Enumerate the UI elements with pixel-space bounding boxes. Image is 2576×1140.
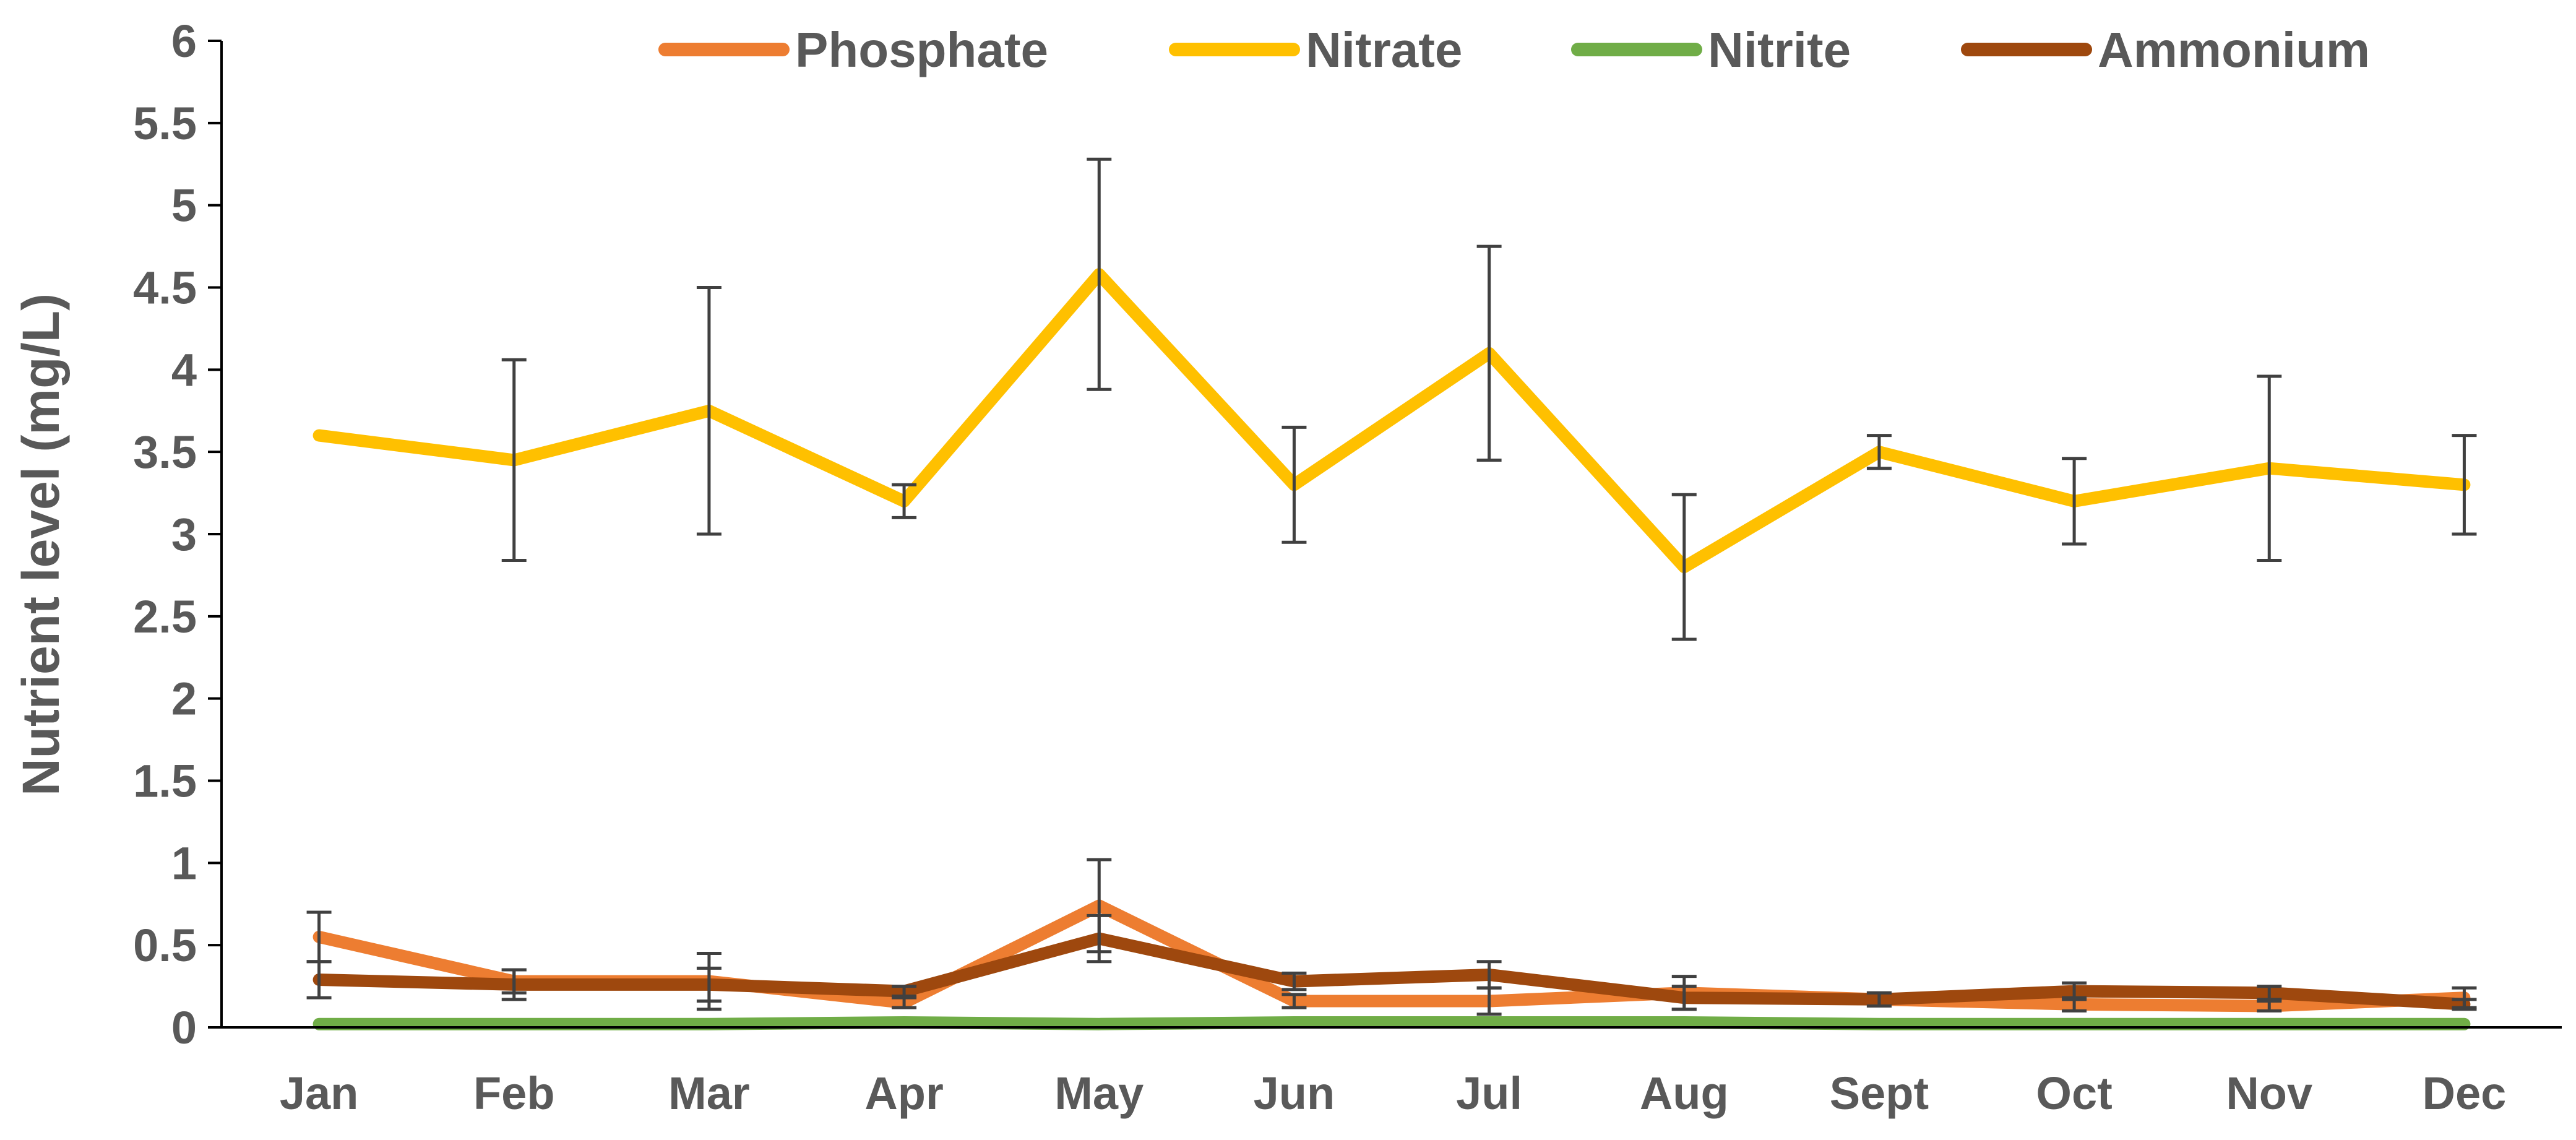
legend-label: Ammonium xyxy=(2098,22,2370,77)
x-tick-label: Mar xyxy=(668,1068,750,1119)
x-tick-label: Jan xyxy=(280,1068,359,1119)
x-tick-labels: Jan Feb Mar Apr May Jun Jul Aug Sept Oct Nov Dec xyxy=(280,1068,2506,1119)
legend-label: Nitrate xyxy=(1306,22,1462,77)
legend: Phosphate Nitrate Nitrite Ammonium xyxy=(658,22,2370,77)
x-tick-label: Dec xyxy=(2423,1068,2507,1119)
y-tick-labels: 0 0.5 1 1.5 2 2.5 3 3.5 4 4.5 5 5.5 6 xyxy=(133,15,197,1053)
error-bar-ammonium xyxy=(1866,991,1892,1008)
y-tick-label: 2 xyxy=(171,673,197,725)
x-tick-label: Nov xyxy=(2226,1068,2312,1119)
error-bar-ammonium xyxy=(1476,960,1502,990)
y-tick-label: 1.5 xyxy=(133,756,197,807)
y-tick-label: 3 xyxy=(171,509,197,560)
error-bar-nitrate xyxy=(501,358,527,563)
x-tick-label: Jun xyxy=(1254,1068,1335,1119)
error-bar-ammonium xyxy=(696,966,722,1003)
error-bar-nitrate xyxy=(1671,493,1697,641)
y-tick-label: 1 xyxy=(171,837,197,889)
error-bar-nitrate xyxy=(696,286,722,536)
legend-item-ammonium: Ammonium xyxy=(1961,22,2370,77)
y-tick-label: 6 xyxy=(171,15,197,67)
x-tick-label: Aug xyxy=(1640,1068,1729,1119)
error-bar-nitrate xyxy=(2257,374,2282,563)
error-bar-ammonium xyxy=(306,960,332,1000)
error-bar-nitrate xyxy=(1282,425,1307,544)
error-bar-nitrate xyxy=(2062,457,2087,546)
x-tick-label: Sept xyxy=(1830,1068,1929,1119)
x-tick-label: Jul xyxy=(1456,1068,1522,1119)
axes-layer xyxy=(208,40,2562,1029)
error-bar-ammonium xyxy=(501,968,527,1001)
y-tick-label: 4 xyxy=(171,344,197,395)
series-line-nitrite xyxy=(312,1016,2471,1030)
error-bar-nitrate xyxy=(1866,434,1892,470)
y-tick-label: 5 xyxy=(171,180,197,231)
error-bar-phosphate xyxy=(892,996,917,1009)
series-line-nitrate xyxy=(312,268,2471,574)
y-tick-label: 2.5 xyxy=(133,591,197,642)
error-bar-nitrate xyxy=(1476,244,1502,462)
legend-item-phosphate: Phosphate xyxy=(658,22,1048,77)
error-bar-nitrate xyxy=(1087,157,1112,391)
error-bar-nitrate xyxy=(2452,434,2477,536)
error-bar-ammonium xyxy=(2257,985,2282,1001)
y-tick-label: 3.5 xyxy=(133,426,197,478)
legend-item-nitrate: Nitrate xyxy=(1169,22,1462,77)
x-tick-label: Oct xyxy=(2036,1068,2112,1119)
error-bar-ammonium xyxy=(892,985,917,998)
error-bar-ammonium xyxy=(1087,913,1112,964)
error-bar-layer xyxy=(306,157,2477,1016)
series-line-ammonium xyxy=(312,932,2471,1011)
error-bar-nitrate xyxy=(892,483,917,519)
error-bar-ammonium xyxy=(2062,981,2087,1001)
error-bar-phosphate xyxy=(2257,999,2282,1013)
error-bar-ammonium xyxy=(1282,971,1307,991)
legend-label: Nitrite xyxy=(1708,22,1851,77)
y-tick-label: 5.5 xyxy=(133,98,197,149)
legend-label: Phosphate xyxy=(795,22,1048,77)
y-tick-label: 4.5 xyxy=(133,262,197,314)
y-tick-label: 0.5 xyxy=(133,920,197,971)
y-tick-label: 0 xyxy=(171,1002,197,1053)
error-bar-ammonium xyxy=(1671,985,1697,1011)
x-tick-label: Apr xyxy=(864,1068,943,1119)
x-tick-label: May xyxy=(1054,1068,1144,1119)
error-bar-phosphate xyxy=(1282,993,1307,1009)
legend-item-nitrite: Nitrite xyxy=(1571,22,1851,77)
x-tick-label: Feb xyxy=(473,1068,555,1119)
y-axis-title: Nutrient level (mg/L) xyxy=(12,293,70,796)
series-layer xyxy=(312,268,2471,1030)
error-bar-ammonium xyxy=(2452,998,2477,1011)
